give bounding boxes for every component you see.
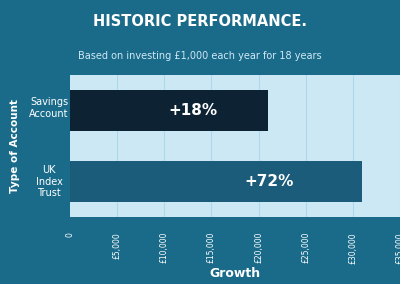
Text: 0: 0 — [66, 232, 74, 237]
Text: Savings
Account: Savings Account — [29, 97, 69, 119]
Text: £20,000: £20,000 — [254, 232, 263, 264]
Text: Growth: Growth — [210, 267, 260, 280]
Text: HISTORIC PERFORMANCE.: HISTORIC PERFORMANCE. — [93, 14, 307, 29]
Bar — [70, 161, 362, 202]
Text: +72%: +72% — [244, 174, 294, 189]
Text: UK
Index
Trust: UK Index Trust — [36, 165, 62, 198]
Text: £15,000: £15,000 — [207, 232, 216, 264]
Text: Based on investing £1,000 each year for 18 years: Based on investing £1,000 each year for … — [78, 51, 322, 61]
Text: +18%: +18% — [168, 103, 217, 118]
Text: £25,000: £25,000 — [301, 232, 310, 264]
Text: £5,000: £5,000 — [113, 232, 122, 259]
Text: Type of Account: Type of Account — [10, 99, 20, 193]
Text: £35,000: £35,000 — [396, 232, 400, 264]
Bar — [70, 90, 268, 131]
Text: £30,000: £30,000 — [348, 232, 357, 264]
Text: £10,000: £10,000 — [160, 232, 169, 264]
